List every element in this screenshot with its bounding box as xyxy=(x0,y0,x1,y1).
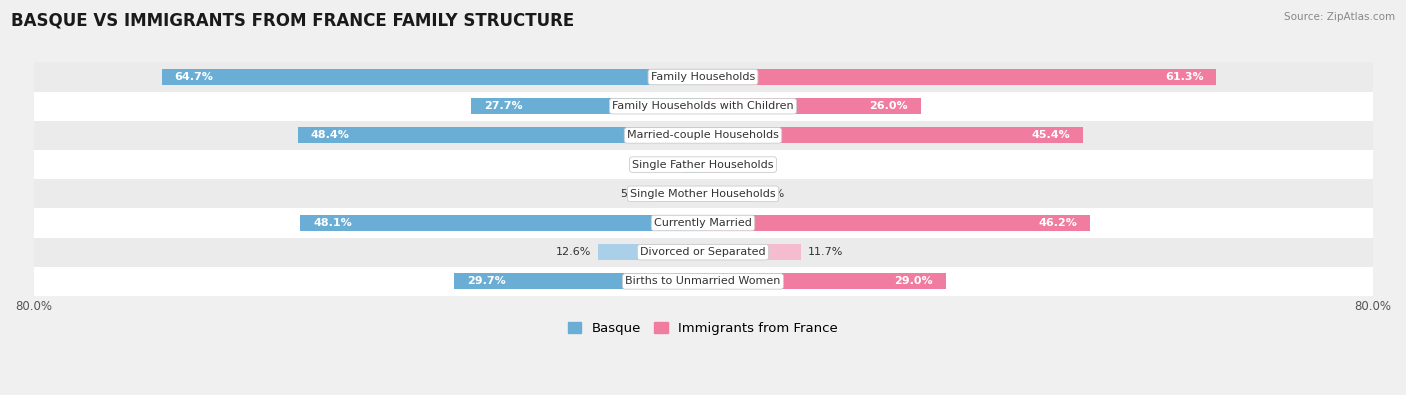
Bar xyxy=(655,186,703,202)
Bar xyxy=(703,127,1083,143)
Text: 2.5%: 2.5% xyxy=(647,160,675,169)
Text: Divorced or Separated: Divorced or Separated xyxy=(640,247,766,257)
Bar xyxy=(17,237,1389,267)
Text: 48.1%: 48.1% xyxy=(314,218,352,228)
Bar xyxy=(17,267,1389,296)
Bar xyxy=(703,98,921,114)
Text: 48.4%: 48.4% xyxy=(311,130,349,140)
Bar xyxy=(454,273,703,290)
Text: 11.7%: 11.7% xyxy=(807,247,844,257)
Text: BASQUE VS IMMIGRANTS FROM FRANCE FAMILY STRUCTURE: BASQUE VS IMMIGRANTS FROM FRANCE FAMILY … xyxy=(11,12,575,30)
Bar xyxy=(703,186,749,202)
Text: Single Mother Households: Single Mother Households xyxy=(630,189,776,199)
Bar xyxy=(17,62,1389,92)
Text: Family Households: Family Households xyxy=(651,72,755,82)
Text: 61.3%: 61.3% xyxy=(1164,72,1204,82)
Text: Currently Married: Currently Married xyxy=(654,218,752,228)
Bar xyxy=(471,98,703,114)
Text: Single Father Households: Single Father Households xyxy=(633,160,773,169)
Bar xyxy=(17,121,1389,150)
Text: 46.2%: 46.2% xyxy=(1038,218,1077,228)
Bar xyxy=(703,215,1090,231)
Bar xyxy=(703,156,720,173)
Bar xyxy=(17,150,1389,179)
Text: 5.6%: 5.6% xyxy=(756,189,785,199)
Bar xyxy=(703,273,946,290)
Bar xyxy=(162,69,703,85)
Text: 29.7%: 29.7% xyxy=(467,276,506,286)
Bar xyxy=(17,179,1389,209)
Bar xyxy=(298,127,703,143)
Bar xyxy=(682,156,703,173)
Legend: Basque, Immigrants from France: Basque, Immigrants from France xyxy=(562,317,844,341)
Text: 64.7%: 64.7% xyxy=(174,72,212,82)
Text: 12.6%: 12.6% xyxy=(555,247,591,257)
Text: Family Households with Children: Family Households with Children xyxy=(612,101,794,111)
Bar xyxy=(17,92,1389,121)
Text: 5.7%: 5.7% xyxy=(620,189,648,199)
Text: 26.0%: 26.0% xyxy=(869,101,908,111)
Text: 27.7%: 27.7% xyxy=(484,101,523,111)
Text: 2.0%: 2.0% xyxy=(727,160,755,169)
Text: Births to Unmarried Women: Births to Unmarried Women xyxy=(626,276,780,286)
Bar xyxy=(17,209,1389,237)
Text: 29.0%: 29.0% xyxy=(894,276,934,286)
Bar xyxy=(703,244,801,260)
Bar xyxy=(598,244,703,260)
Text: Married-couple Households: Married-couple Households xyxy=(627,130,779,140)
Bar xyxy=(301,215,703,231)
Bar xyxy=(703,69,1216,85)
Text: Source: ZipAtlas.com: Source: ZipAtlas.com xyxy=(1284,12,1395,22)
Text: 45.4%: 45.4% xyxy=(1032,130,1070,140)
